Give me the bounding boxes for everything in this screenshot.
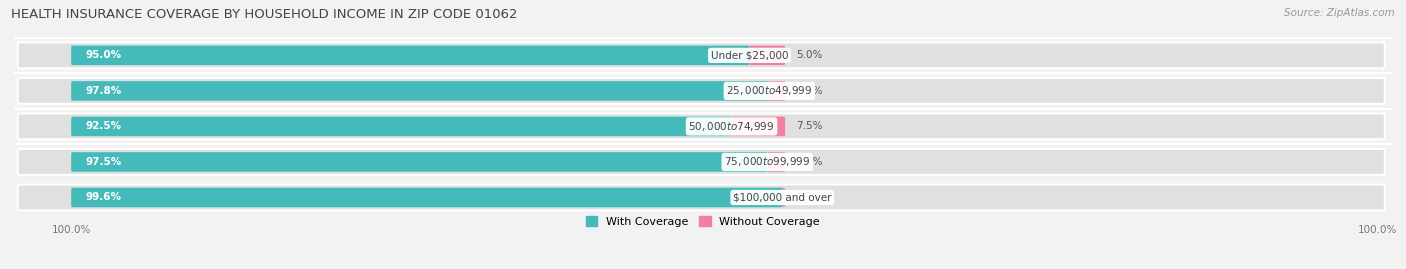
Text: 97.8%: 97.8% — [86, 86, 122, 96]
FancyBboxPatch shape — [769, 81, 785, 101]
Text: 0.37%: 0.37% — [796, 193, 828, 203]
Text: 7.5%: 7.5% — [796, 121, 823, 132]
FancyBboxPatch shape — [18, 185, 1385, 210]
Text: Under $25,000: Under $25,000 — [710, 50, 789, 60]
FancyBboxPatch shape — [749, 46, 785, 65]
Text: 2.2%: 2.2% — [796, 86, 823, 96]
FancyBboxPatch shape — [72, 152, 768, 172]
Text: 95.0%: 95.0% — [86, 50, 121, 60]
Text: 92.5%: 92.5% — [86, 121, 121, 132]
Text: $75,000 to $99,999: $75,000 to $99,999 — [724, 155, 810, 168]
Text: $25,000 to $49,999: $25,000 to $49,999 — [727, 84, 813, 97]
FancyBboxPatch shape — [18, 114, 1385, 139]
FancyBboxPatch shape — [72, 188, 782, 207]
Text: $100,000 and over: $100,000 and over — [733, 193, 831, 203]
FancyBboxPatch shape — [72, 117, 731, 136]
FancyBboxPatch shape — [72, 46, 749, 65]
FancyBboxPatch shape — [18, 78, 1385, 104]
Text: 97.5%: 97.5% — [86, 157, 122, 167]
FancyBboxPatch shape — [72, 81, 769, 101]
Text: 2.5%: 2.5% — [796, 157, 823, 167]
Text: 5.0%: 5.0% — [796, 50, 823, 60]
FancyBboxPatch shape — [768, 152, 785, 172]
Text: HEALTH INSURANCE COVERAGE BY HOUSEHOLD INCOME IN ZIP CODE 01062: HEALTH INSURANCE COVERAGE BY HOUSEHOLD I… — [11, 8, 517, 21]
Legend: With Coverage, Without Coverage: With Coverage, Without Coverage — [582, 213, 824, 230]
FancyBboxPatch shape — [782, 188, 785, 207]
Text: Source: ZipAtlas.com: Source: ZipAtlas.com — [1284, 8, 1395, 18]
FancyBboxPatch shape — [731, 117, 785, 136]
FancyBboxPatch shape — [18, 43, 1385, 68]
FancyBboxPatch shape — [18, 149, 1385, 175]
Text: 99.6%: 99.6% — [86, 193, 121, 203]
Text: $50,000 to $74,999: $50,000 to $74,999 — [689, 120, 775, 133]
